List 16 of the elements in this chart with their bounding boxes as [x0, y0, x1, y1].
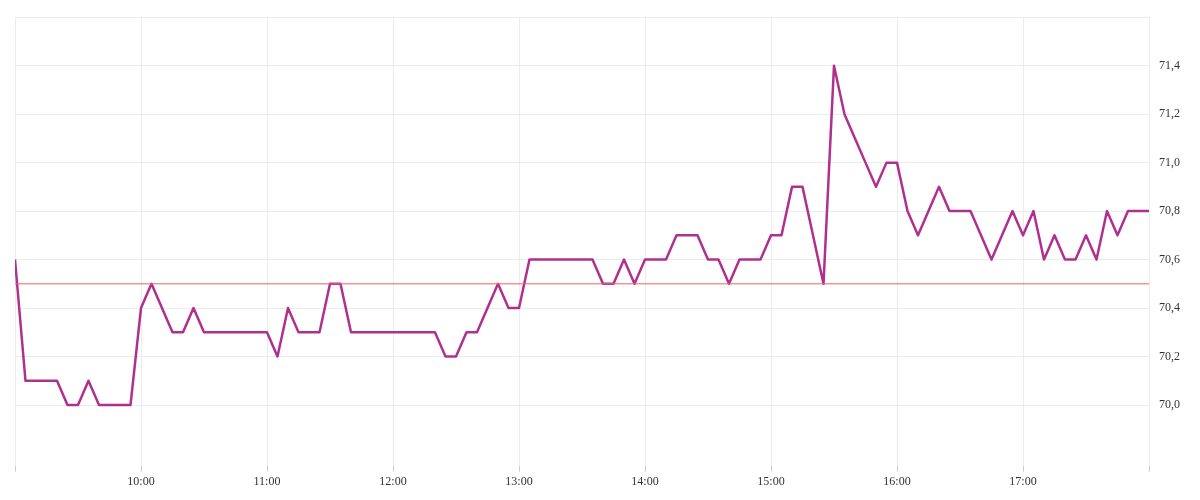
- y-tick-label: 70,2: [1159, 348, 1180, 363]
- y-tick-label: 71,2: [1159, 106, 1180, 121]
- x-tick-label: 13:00: [505, 473, 533, 488]
- y-tick-label: 70,0: [1159, 397, 1180, 412]
- x-tick-label: 11:00: [253, 473, 281, 488]
- y-tick-label: 71,4: [1159, 57, 1180, 72]
- x-tick-label: 17:00: [1009, 473, 1037, 488]
- x-tick-label: 12:00: [379, 473, 407, 488]
- x-tick-label: 15:00: [757, 473, 785, 488]
- y-tick-label: 70,8: [1159, 203, 1180, 218]
- y-tick-label: 70,6: [1159, 251, 1180, 266]
- x-tick-label: 10:00: [127, 473, 155, 488]
- x-tick-label: 14:00: [631, 473, 659, 488]
- y-tick-label: 70,4: [1159, 300, 1180, 315]
- x-tick-label: 16:00: [883, 473, 911, 488]
- y-tick-label: 71,0: [1159, 154, 1180, 169]
